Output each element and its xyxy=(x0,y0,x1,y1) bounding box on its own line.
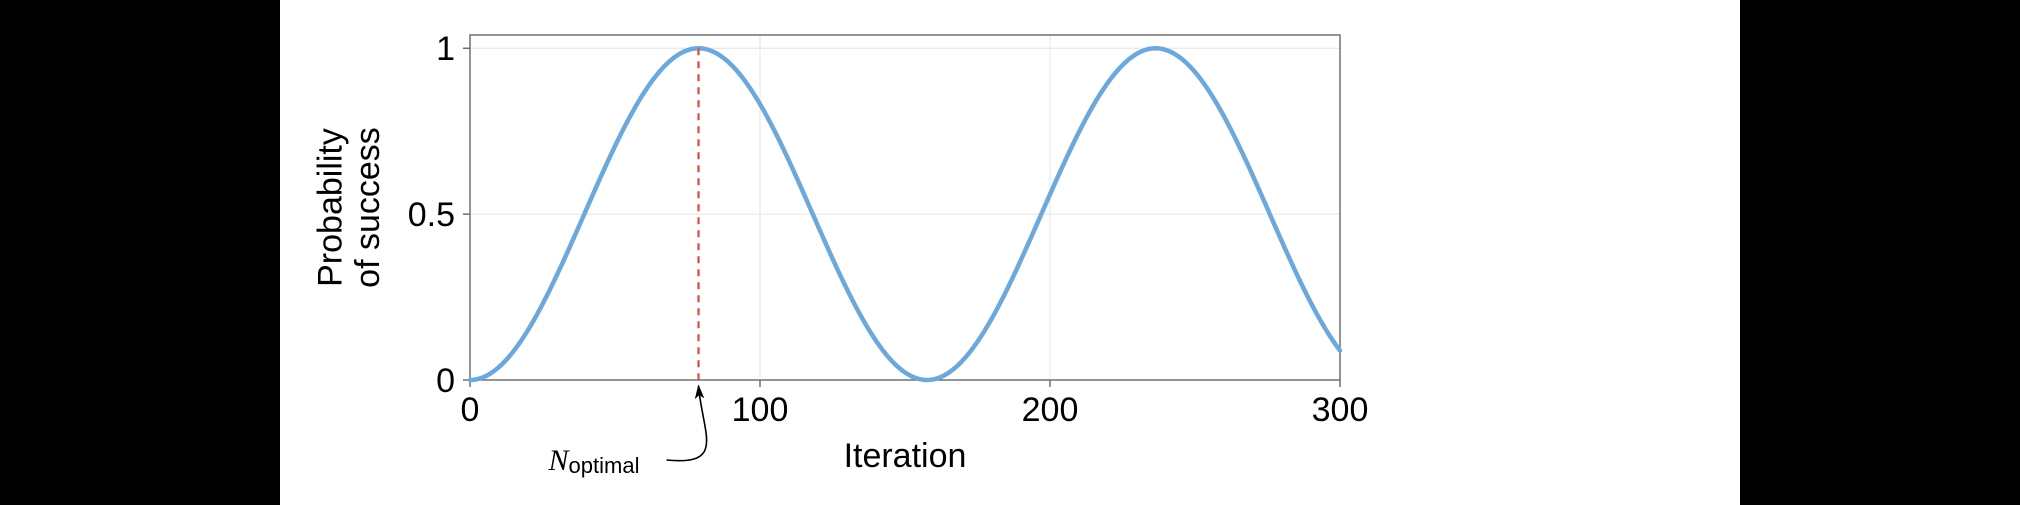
y-tick-label: 1 xyxy=(436,30,455,68)
x-tick-label: 200 xyxy=(1022,391,1079,429)
probability-chart: 0 100 200 300 0 0.5 1 Iteration Probabilityof su… xyxy=(280,0,1740,505)
right-black-bar xyxy=(1740,0,2020,505)
n-optimal-arrow xyxy=(667,386,707,461)
chart-container: 0 100 200 300 0 0.5 1 Iteration Probabilityof su… xyxy=(280,0,1740,505)
y-tick-label: 0.5 xyxy=(408,196,455,234)
x-tick-label: 300 xyxy=(1312,391,1369,429)
x-tick-label: 0 xyxy=(461,391,480,429)
x-tick-label: 100 xyxy=(732,391,789,429)
x-axis-label: Iteration xyxy=(844,437,967,475)
left-black-bar xyxy=(0,0,280,505)
svg-text:Probability: Probability xyxy=(312,128,350,287)
y-tick-label: 0 xyxy=(436,362,455,400)
axis-box xyxy=(470,35,1340,380)
y-axis-label: Probabilityof success xyxy=(312,127,387,288)
n-optimal-label: Noptimal xyxy=(548,444,640,478)
svg-text:of success: of success xyxy=(349,127,387,288)
